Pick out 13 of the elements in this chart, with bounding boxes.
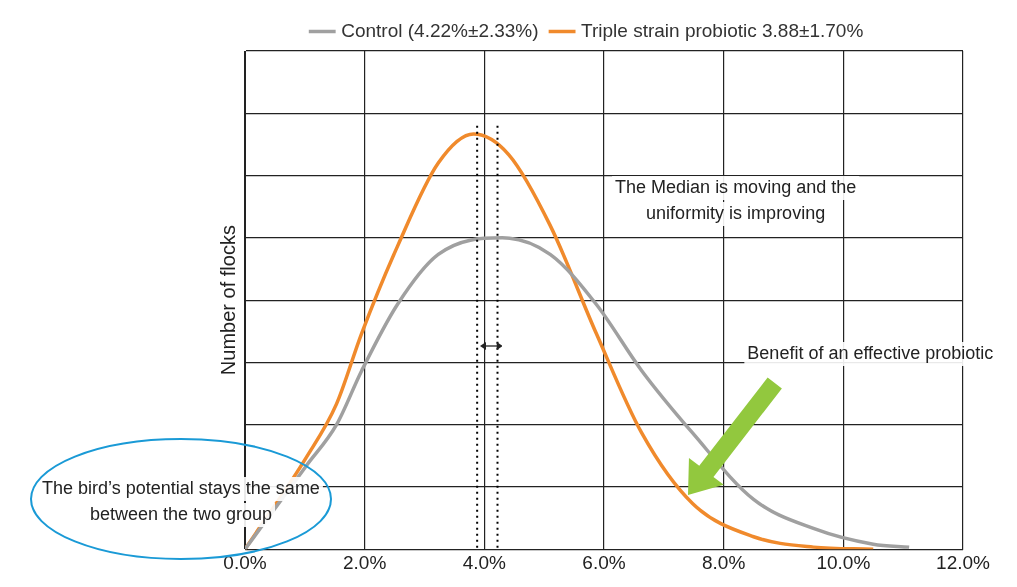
- x-tick-label: 0.0%: [223, 551, 267, 573]
- annotation: The Median is moving and the uniformity is improving: [615, 176, 857, 223]
- annotation: Benefit of an effective probiotic: [747, 343, 994, 364]
- x-tick-label: 2.0%: [343, 551, 387, 573]
- annotation: The bird’s potential stays the same between the two group: [42, 477, 320, 524]
- x-tick-label: 8.0%: [702, 551, 746, 573]
- x-tick-label: 12.0%: [936, 551, 991, 573]
- x-tick-label: 6.0%: [582, 551, 626, 573]
- x-tick-label: 10.0%: [816, 551, 871, 573]
- x-tick-label: 4.0%: [462, 551, 507, 573]
- legend-label: Control (4.22%±2.33%): [341, 19, 539, 41]
- legend-label: Triple strain probiotic 3.88±1.70%: [581, 19, 864, 41]
- y-axis-title: Number of flocks: [216, 225, 239, 376]
